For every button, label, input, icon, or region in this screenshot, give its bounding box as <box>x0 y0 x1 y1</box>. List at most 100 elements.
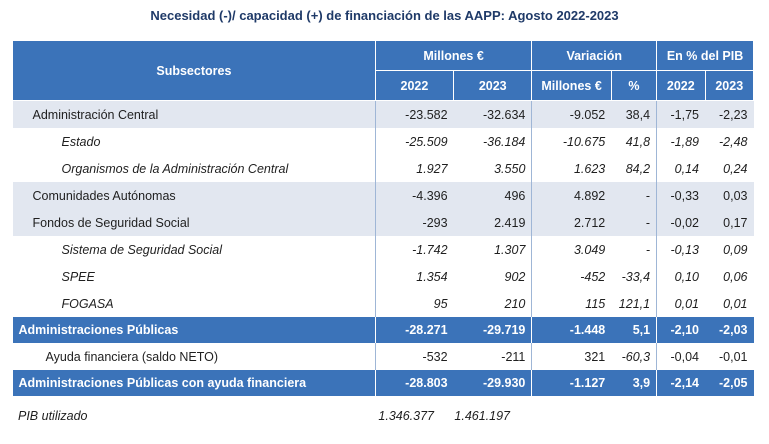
table-row: Ayuda financiera (saldo NETO) -532 -211 … <box>13 343 754 370</box>
header-millones: Millones € <box>374 40 533 71</box>
cell-pib-2023: -2,48 <box>719 134 748 149</box>
cell-var: 115 <box>531 290 612 317</box>
row-label: SPEE <box>61 269 95 284</box>
header-pib-2022: 2022 <box>656 70 706 101</box>
cell-2023: 2.419 <box>453 209 532 236</box>
cell-2023: -29.930 <box>453 370 532 396</box>
row-label: Administraciones Públicas con ayuda fina… <box>18 376 307 390</box>
header-pib: En % del PIB <box>656 40 754 71</box>
row-label: Estado <box>61 134 101 149</box>
table-row: Sistema de Seguridad Social -1.742 1.307… <box>13 236 754 263</box>
cell-pib-2023: 0,06 <box>723 269 748 284</box>
table-title: Necesidad (-)/ capacidad (+) de financia… <box>150 8 619 23</box>
total-row: Administraciones Públicas con ayuda fina… <box>12 370 754 396</box>
cell-pct: 41,8 <box>625 134 651 149</box>
cell-var: 321 <box>531 343 612 370</box>
cell-pct: -60,3 <box>621 349 651 364</box>
cell-pct: 5,1 <box>611 317 657 343</box>
cell-pib-2022: 0,01 <box>656 290 706 317</box>
pib-row: PIB utilizado 1.346.377 1.461.197 <box>12 406 754 428</box>
cell-var: -1.448 <box>531 317 612 343</box>
header-var-pct: % <box>610 70 658 101</box>
row-label: Fondos de Seguridad Social <box>32 215 190 230</box>
cell-2023: 496 <box>453 182 532 209</box>
cell-pct: - <box>611 182 657 209</box>
cell-pib-2022: 0,14 <box>656 155 706 182</box>
pib-label: PIB utilizado <box>18 409 88 423</box>
cell-pib-2023: 0,17 <box>705 209 754 236</box>
cell-pib-2022: -0,33 <box>656 182 706 209</box>
row-label: Comunidades Autónomas <box>32 188 176 203</box>
cell-pib-2023: 0,09 <box>723 242 748 257</box>
cell-2023: 902 <box>504 269 526 284</box>
cell-pib-2022: -0,04 <box>656 343 706 370</box>
table-row: Fondos de Seguridad Social -293 2.419 2.… <box>12 209 754 236</box>
cell-pib-2023: 0,03 <box>705 182 754 209</box>
row-label: Administración Central <box>32 107 159 122</box>
row-label: FOGASA <box>61 296 114 311</box>
cell-2022: -28.271 <box>374 317 454 343</box>
cell-pct: 121,1 <box>618 296 651 311</box>
cell-var: 1.623 <box>531 155 612 182</box>
cell-pct: 3,9 <box>611 370 657 396</box>
cell-pib-2023: -0,01 <box>719 349 748 364</box>
cell-var: -10.675 <box>531 128 612 155</box>
cell-2022: -1.742 <box>374 236 454 263</box>
total-row: Administraciones Públicas -28.271 -29.71… <box>12 317 754 343</box>
header-subsectores: Subsectores <box>12 40 376 101</box>
header-year-2023: 2023 <box>453 70 533 101</box>
cell-2022: -4.396 <box>374 182 454 209</box>
header-pib-2023: 2023 <box>704 70 755 101</box>
cell-pib-2022: -1,75 <box>656 100 706 128</box>
financing-table: Subsectores Millones € Variación En % de… <box>12 40 755 396</box>
cell-2022: -293 <box>374 209 454 236</box>
cell-pib-2023: -2,05 <box>705 370 754 396</box>
cell-var: 3.049 <box>531 236 612 263</box>
cell-pct: 84,2 <box>625 161 651 176</box>
cell-2022: 1.927 <box>374 155 454 182</box>
table-row: Estado -25.509 -36.184 -10.675 41,8 -1,8… <box>13 128 754 155</box>
cell-pib-2022: -2,14 <box>656 370 706 396</box>
cell-2023: 210 <box>504 296 526 311</box>
cell-pib-2022: -0,02 <box>656 209 706 236</box>
cell-var: -9.052 <box>531 100 612 128</box>
cell-var: -452 <box>531 263 612 290</box>
cell-2022: -28.803 <box>374 370 454 396</box>
cell-pct: - <box>611 209 657 236</box>
table-row: Organismos de la Administración Central … <box>13 155 754 182</box>
row-label: Administraciones Públicas <box>18 323 179 337</box>
cell-pib-2023: 0,24 <box>723 161 748 176</box>
header-year-2022: 2022 <box>374 70 455 101</box>
cell-pct: 38,4 <box>611 100 657 128</box>
cell-2022: 95 <box>374 290 454 317</box>
table-row: Administración Central -23.582 -32.634 -… <box>12 100 754 128</box>
cell-var: -1.127 <box>531 370 612 396</box>
pib-2022-value: 1.346.377 <box>378 409 434 423</box>
cell-2022: 1.354 <box>374 263 454 290</box>
cell-pib-2022: -2,10 <box>656 317 706 343</box>
table-row: SPEE 1.354 902 -452 -33,4 0,10 0,06 <box>13 263 754 290</box>
cell-pib-2023: -2,23 <box>705 100 754 128</box>
row-label: Sistema de Seguridad Social <box>61 242 223 257</box>
table-row: FOGASA 95 210 115 121,1 0,01 0,01 <box>13 290 754 317</box>
cell-pct: -33,4 <box>621 269 651 284</box>
cell-pib-2022: -0,13 <box>656 236 706 263</box>
cell-2023: 1.307 <box>494 242 526 257</box>
cell-var: 2.712 <box>531 209 612 236</box>
cell-pib-2022: 0,10 <box>656 263 706 290</box>
cell-2022: -532 <box>374 343 454 370</box>
cell-var: 4.892 <box>531 182 612 209</box>
cell-pib-2022: -1,89 <box>656 128 706 155</box>
table-row: Comunidades Autónomas -4.396 496 4.892 -… <box>12 182 754 209</box>
cell-2023: -29.719 <box>453 317 532 343</box>
cell-2022: -25.509 <box>374 128 454 155</box>
header-variacion: Variación <box>531 40 658 71</box>
cell-pib-2023: 0,01 <box>723 296 748 311</box>
cell-pct: - <box>645 242 651 257</box>
cell-2023: -32.634 <box>453 100 532 128</box>
row-label: Ayuda financiera (saldo NETO) <box>45 349 219 364</box>
pib-2023-value: 1.461.197 <box>454 409 510 423</box>
header-var-millones: Millones € <box>531 70 612 101</box>
cell-2023: -36.184 <box>482 134 526 149</box>
